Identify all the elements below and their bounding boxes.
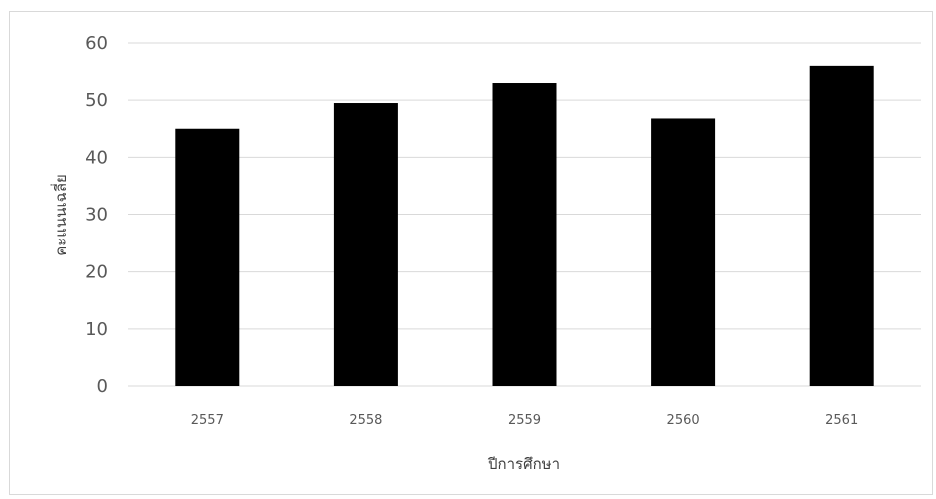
y-axis-ticks: 0 10 20 30 40 50 60 xyxy=(85,33,108,397)
y-axis-title: คะแนนเฉลี่ย xyxy=(50,174,70,256)
x-tick-label: 2557 xyxy=(191,413,224,428)
bar-2557 xyxy=(175,128,240,386)
x-axis-ticks: 2557 2558 2559 2560 2561 xyxy=(191,413,858,428)
bar-2561 xyxy=(809,65,874,386)
bar-2558 xyxy=(333,103,398,387)
x-tick-label: 2558 xyxy=(349,413,382,428)
x-tick-label: 2561 xyxy=(825,413,858,428)
y-tick-label: 0 xyxy=(97,376,108,397)
y-tick-label: 60 xyxy=(85,33,108,54)
x-tick-label: 2559 xyxy=(508,413,541,428)
y-tick-label: 30 xyxy=(85,205,108,226)
x-axis-title: ปีการศึกษา xyxy=(487,455,560,473)
y-tick-label: 40 xyxy=(85,147,108,168)
bar-2559 xyxy=(492,83,557,387)
y-tick-label: 50 xyxy=(85,90,108,111)
y-tick-label: 20 xyxy=(85,262,108,283)
bar-2560 xyxy=(651,118,716,387)
y-tick-label: 10 xyxy=(85,319,108,340)
chart-area xyxy=(9,11,933,495)
x-tick-label: 2560 xyxy=(667,413,700,428)
bars xyxy=(175,65,874,387)
